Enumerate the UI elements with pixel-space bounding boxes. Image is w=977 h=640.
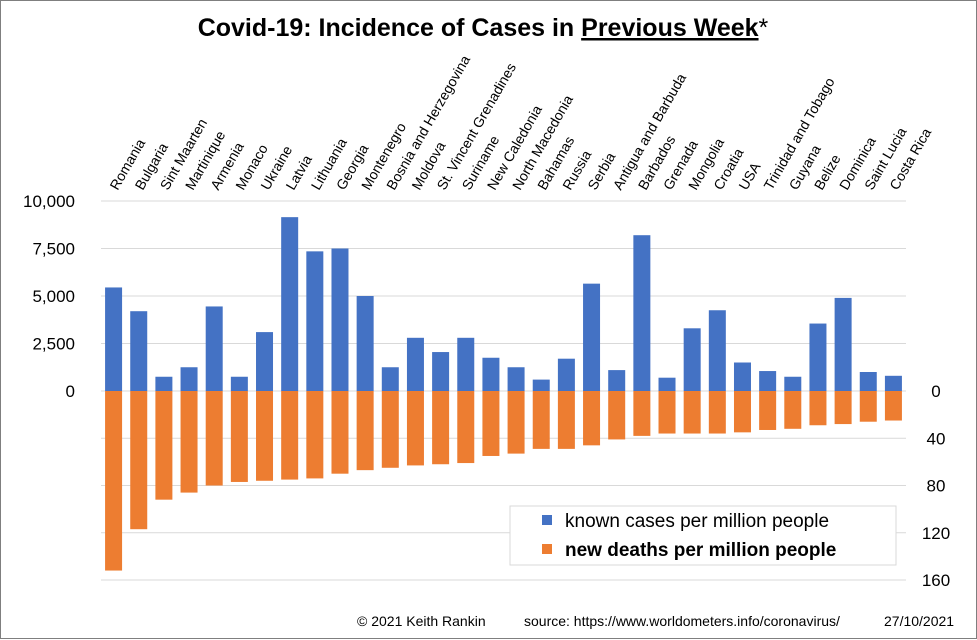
left-axis-tick-label: 0	[66, 382, 75, 401]
bar-cases	[457, 337, 475, 391]
bar-deaths	[406, 391, 424, 466]
right-axis-tick-label: 120	[922, 524, 950, 543]
bar-deaths	[381, 391, 399, 468]
chart-title: Covid-19: Incidence of Cases in Previous…	[198, 14, 769, 42]
bar-cases	[834, 297, 852, 391]
bar-cases	[205, 306, 223, 391]
bar-deaths	[256, 391, 274, 481]
left-axis-tick-label: 7,500	[32, 240, 75, 259]
bar-cases	[130, 311, 148, 391]
right-axis-tick-label: 160	[922, 571, 950, 590]
bar-deaths	[281, 391, 299, 480]
bar-deaths	[583, 391, 601, 446]
bar-deaths	[884, 391, 902, 421]
legend-box	[509, 505, 897, 566]
left-axis-ticks: 0 2,500 5,000 7,500 10,000	[23, 192, 75, 401]
right-axis-ticks: 0 40 80 120 160	[922, 382, 950, 590]
legend-swatch-deaths	[542, 544, 552, 554]
bar-deaths	[834, 391, 852, 425]
bar-cases	[583, 283, 601, 391]
bar-cases	[608, 370, 626, 391]
bar-deaths	[306, 391, 324, 479]
bar-cases	[658, 377, 676, 391]
bar-cases	[884, 375, 902, 391]
legend-label-deaths: new deaths per million people	[565, 540, 836, 561]
bar-deaths	[130, 391, 148, 530]
right-axis-tick-label: 0	[931, 382, 940, 401]
left-axis-tick-label: 10,000	[23, 192, 75, 211]
bar-deaths	[759, 391, 777, 430]
bar-deaths	[633, 391, 651, 436]
bar-deaths	[230, 391, 248, 482]
bar-cases	[180, 367, 198, 391]
bar-cases	[708, 310, 726, 391]
legend: known cases per million people new death…	[509, 505, 897, 566]
bar-deaths	[784, 391, 802, 429]
bar-cases	[482, 357, 500, 391]
bars	[105, 217, 902, 571]
right-axis-tick-label: 80	[927, 477, 946, 496]
bar-cases	[859, 372, 877, 391]
bar-cases	[507, 367, 525, 391]
bar-cases	[230, 376, 248, 391]
bar-cases	[256, 332, 274, 391]
bar-cases	[281, 217, 299, 391]
bar-cases	[155, 376, 173, 391]
bar-deaths	[180, 391, 198, 493]
bar-cases	[557, 358, 575, 391]
footer-source: source: https://www.worldometers.info/co…	[524, 613, 840, 629]
left-axis-tick-label: 5,000	[32, 287, 75, 306]
bar-deaths	[105, 391, 123, 571]
bar-cases	[105, 287, 123, 391]
bar-cases	[759, 371, 777, 391]
bar-cases	[356, 296, 374, 391]
bar-cases	[331, 248, 349, 391]
bar-cases	[406, 337, 424, 391]
bar-deaths	[708, 391, 726, 434]
legend-label-cases: known cases per million people	[565, 511, 829, 532]
bar-cases	[683, 328, 701, 391]
bar-deaths	[155, 391, 173, 500]
bar-deaths	[205, 391, 223, 486]
bar-deaths	[356, 391, 374, 471]
bar-cases	[784, 376, 802, 391]
bar-deaths	[683, 391, 701, 434]
bar-cases	[809, 323, 827, 391]
footer-copyright: © 2021 Keith Rankin	[357, 613, 486, 629]
bar-deaths	[457, 391, 475, 464]
bar-cases	[633, 235, 651, 391]
chart-title-asterisk: *	[759, 14, 769, 42]
bar-deaths	[557, 391, 575, 449]
bar-deaths	[532, 391, 550, 449]
bar-deaths	[432, 391, 450, 465]
chart-title-emphasis: Previous Week	[581, 14, 759, 42]
left-axis-tick-label: 2,500	[32, 335, 75, 354]
bar-deaths	[331, 391, 349, 474]
bar-deaths	[482, 391, 500, 456]
bar-deaths	[859, 391, 877, 422]
bar-cases	[733, 362, 751, 391]
bar-cases	[432, 352, 450, 391]
bar-deaths	[658, 391, 676, 434]
legend-swatch-cases	[542, 515, 552, 525]
bar-deaths	[507, 391, 525, 454]
bar-deaths	[733, 391, 751, 433]
right-axis-tick-label: 40	[927, 429, 946, 448]
bar-deaths	[809, 391, 827, 426]
bar-deaths	[608, 391, 626, 440]
chart-title-prefix: Covid-19: Incidence of Cases in	[198, 14, 581, 42]
bar-cases	[381, 367, 399, 391]
bar-cases	[532, 379, 550, 391]
footer-date: 27/10/2021	[884, 613, 954, 629]
bar-cases	[306, 251, 324, 391]
